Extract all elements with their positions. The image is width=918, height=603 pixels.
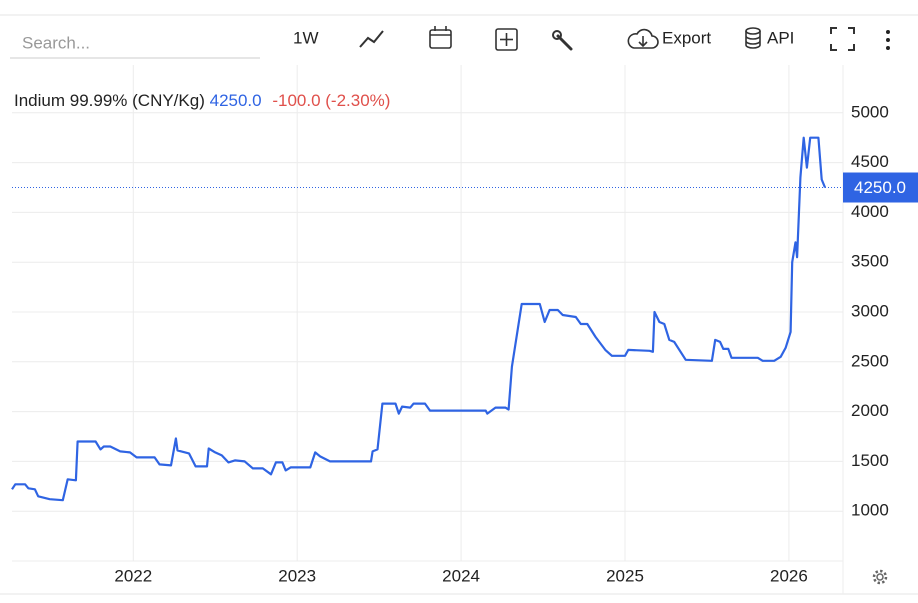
price-line <box>11 136 827 502</box>
interval-button[interactable]: 1W <box>293 28 319 47</box>
y-tick-label: 5000 <box>851 102 889 121</box>
x-tick-label: 2023 <box>278 566 316 585</box>
header-change: -100.0 (-2.30%) <box>272 91 390 110</box>
fullscreen-icon[interactable] <box>830 27 855 51</box>
settings-wrench-icon[interactable] <box>552 30 573 51</box>
calendar-icon[interactable] <box>429 26 452 49</box>
export-button[interactable]: Export <box>627 28 711 49</box>
y-tick-label: 3000 <box>851 301 889 320</box>
chart-title: Indium 99.99% (CNY/Kg) 4250.0 -100.0 (-2… <box>14 91 390 110</box>
search-box[interactable]: Search... <box>10 33 260 59</box>
x-tick-label: 2026 <box>770 566 808 585</box>
chart-type-icon[interactable] <box>359 30 384 48</box>
last-price-label: 4250.0 <box>854 178 906 197</box>
export-label: Export <box>662 28 711 47</box>
add-indicator-icon[interactable] <box>495 28 518 51</box>
more-menu[interactable] <box>886 30 890 50</box>
api-label: API <box>767 28 794 47</box>
y-tick-label: 1500 <box>851 451 889 470</box>
y-tick-label: 2500 <box>851 351 889 370</box>
header-price: 4250.0 <box>210 91 262 110</box>
y-tick-label: 4000 <box>851 202 889 221</box>
y-tick-label: 4500 <box>851 152 889 171</box>
last-price-badge <box>843 172 918 203</box>
search-placeholder: Search... <box>22 33 90 52</box>
y-tick-label: 3500 <box>851 252 889 271</box>
plot: 1000 1500 2000 2500 3000 3500 4000 4500 5000 2022… <box>11 65 918 585</box>
y-tick-label: 2000 <box>851 401 889 420</box>
y-tick-label: 1000 <box>851 501 889 520</box>
settings-gear[interactable] <box>872 569 888 585</box>
x-tick-label: 2022 <box>114 566 152 585</box>
x-tick-label: 2025 <box>606 566 644 585</box>
x-tick-label: 2024 <box>442 566 480 585</box>
instrument-name: Indium 99.99% (CNY/Kg) <box>14 91 205 110</box>
api-button[interactable]: API <box>745 27 794 49</box>
